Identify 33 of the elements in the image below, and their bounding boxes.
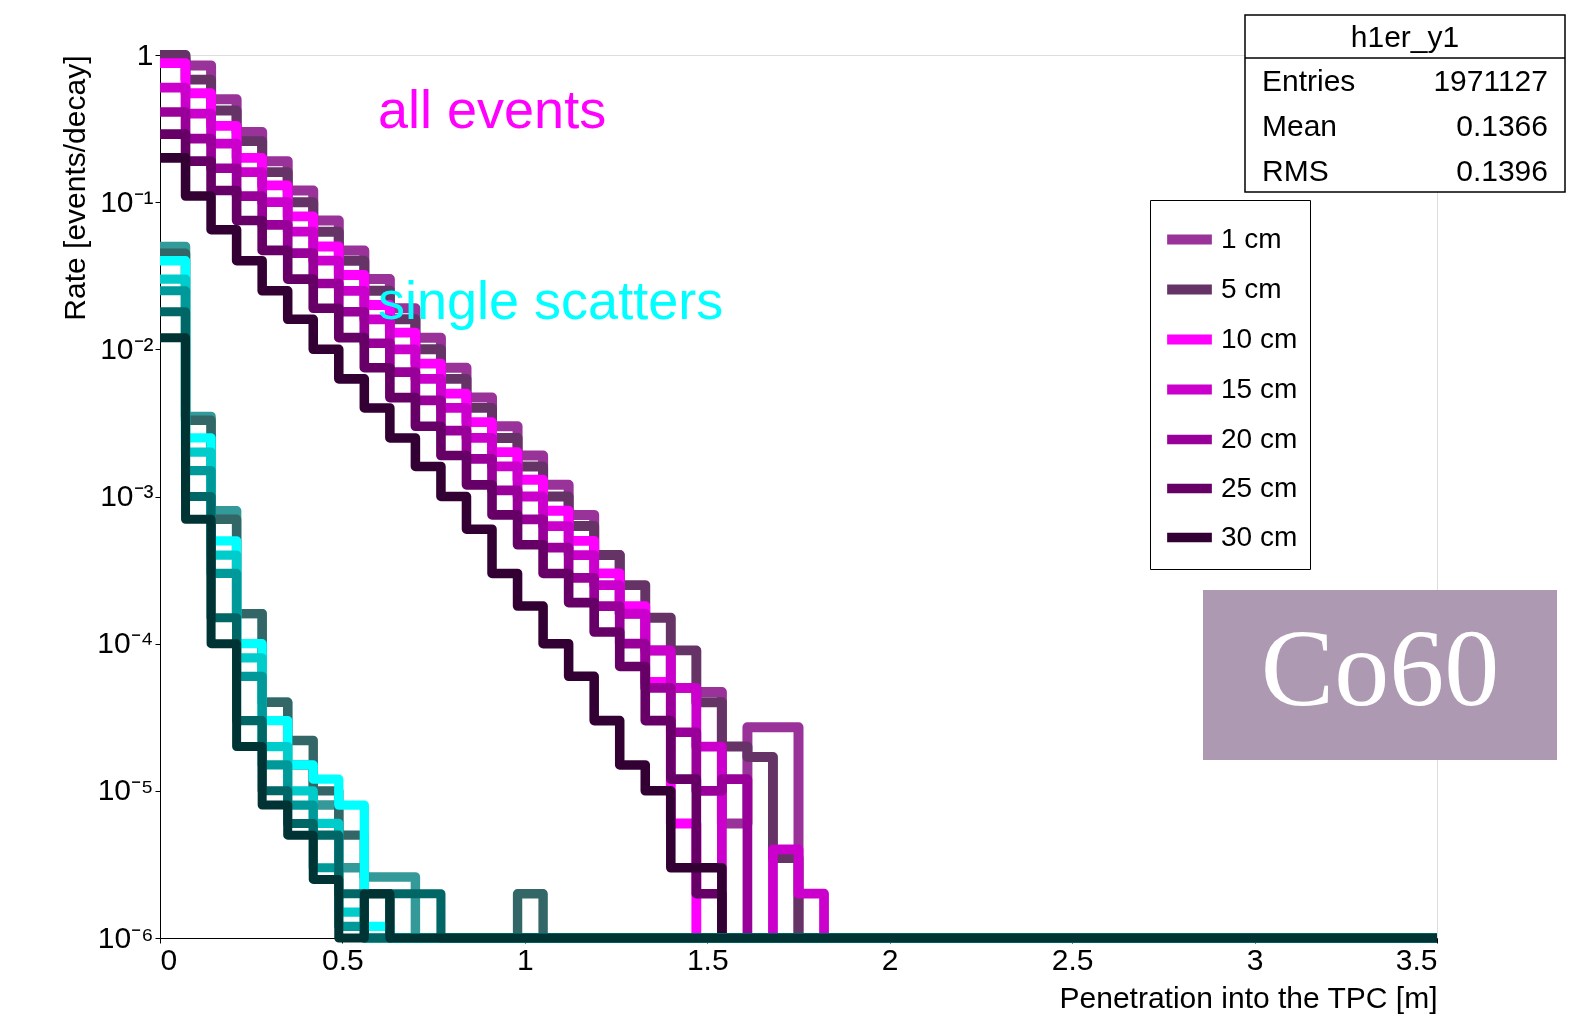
annotation: Mean [1262, 109, 1338, 142]
annotation: RMS [1262, 154, 1329, 187]
text: 0.1396 [1456, 154, 1548, 187]
legend-label: 1 cm [1221, 222, 1282, 254]
x-tick-label: 1 [517, 942, 534, 976]
x-tick-label: 0 [160, 942, 178, 976]
legend-label: 15 cm [1221, 372, 1298, 404]
x-tick-label: 2.5 [1051, 942, 1094, 976]
y-tick-label: 10⁻¹ [100, 184, 154, 218]
annotation: 1971127 [1433, 64, 1548, 97]
y-axis-title: Rate [events/decay] [58, 55, 92, 321]
y-tick-label: 1 [136, 37, 154, 71]
legend-label: 30 cm [1221, 520, 1298, 552]
legend-label: 5 cm [1221, 272, 1282, 304]
y-tick-label: 10⁻³ [100, 479, 154, 512]
x-tick-label: 2 [881, 942, 899, 976]
annotation: Entries [1262, 64, 1356, 97]
text: h1er_y1 [1350, 20, 1460, 53]
legend-label: 10 cm [1221, 322, 1298, 354]
x-tick-label: 3.5 [1395, 942, 1438, 976]
legend-label: 20 cm [1221, 422, 1298, 454]
x-tick-label: 0.5 [322, 942, 364, 976]
y-tick-label: 10⁻⁵ [97, 773, 154, 807]
text: 0.1366 [1456, 109, 1548, 142]
y-tick-label: 10⁻² [100, 331, 154, 365]
annotation: Co60 [1260, 607, 1500, 729]
y-tick-label: 10⁻⁴ [97, 626, 154, 660]
x-tick-label: 1.5 [686, 942, 729, 976]
legend-label: 25 cm [1221, 471, 1298, 503]
y-tick-label: 10⁻⁶ [97, 920, 154, 954]
x-axis-title: Penetration into the TPC [m] [1059, 980, 1438, 1014]
annotation: all events [378, 79, 607, 139]
x-tick-label: 3 [1246, 942, 1264, 976]
